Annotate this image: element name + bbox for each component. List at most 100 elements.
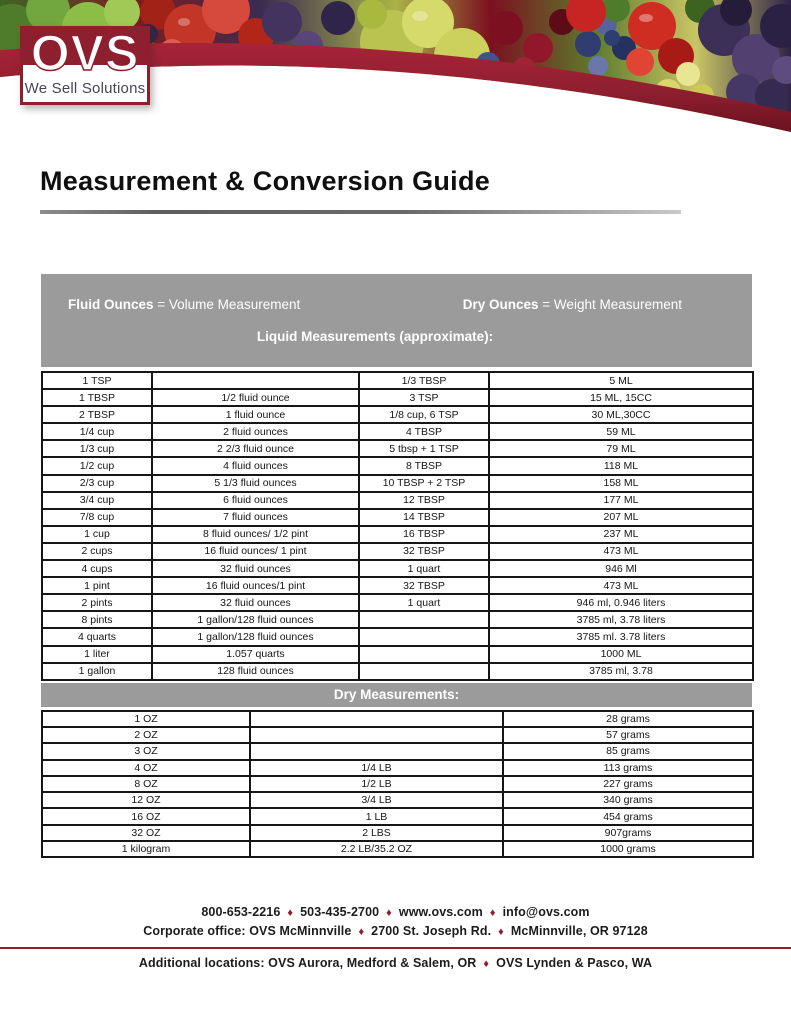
- diamond-separator-icon: ♦: [483, 958, 490, 971]
- table-cell: 32 TBSP: [358, 541, 490, 562]
- table-row: 7/8 cup 7 fluid ounces 14 TBSP 207 ML: [41, 507, 754, 527]
- table-cell: 2.2 LB/35.2 OZ: [249, 840, 504, 859]
- fluid-ounces-meaning: = Volume Measurement: [153, 297, 301, 312]
- table-cell: 10 TBSP + 2 TSP: [358, 473, 490, 493]
- table-cell: 2 TBSP: [41, 405, 153, 425]
- table-row: 3/4 cup 6 fluid ounces 12 TBSP 177 ML: [41, 490, 754, 510]
- table-cell: 1 cup: [41, 524, 153, 544]
- table-cell: 30 ML,30CC: [488, 405, 754, 425]
- table-row: 1 gallon 128 fluid ounces 3785 ml, 3.78: [41, 661, 754, 681]
- table-row: 16 OZ 1 LB 454 grams: [41, 807, 754, 826]
- table-cell: 1 TSP: [41, 370, 153, 391]
- table-row: 1 OZ 28 grams: [41, 709, 754, 729]
- footer-divider: [0, 947, 791, 950]
- table-cell: 1 pint: [41, 576, 153, 596]
- ovs-logo-tagline: We Sell Solutions: [24, 80, 146, 97]
- table-cell: 1 gallon/128 fluid ounces: [151, 610, 360, 630]
- table-cell: 1/2 fluid ounce: [151, 388, 360, 408]
- footer-contact-line: 800-653-2216 ♦ 503-435-2700 ♦ www.ovs.com ♦ in…: [0, 905, 791, 919]
- table-cell: 8 OZ: [41, 774, 251, 794]
- table-cell: 4 quarts: [41, 627, 153, 647]
- table-cell: 158 ML: [488, 473, 754, 493]
- table-cell: 1000 ML: [488, 644, 754, 664]
- table-cell: 85 grams: [502, 742, 754, 761]
- table-row: 2 TBSP 1 fluid ounce 1/8 cup, 6 TSP 30 ML,3…: [41, 405, 754, 425]
- diamond-separator-icon: ♦: [386, 907, 392, 920]
- dry-measurements-table: 1 OZ 28 grams 2 OZ 57 grams 3 OZ 85 grams 4 OZ…: [41, 709, 754, 859]
- table-cell: 32 OZ: [41, 823, 251, 843]
- table-cell: 7 fluid ounces: [151, 507, 360, 527]
- table-cell: 2 OZ: [41, 725, 251, 745]
- table-row: 3 OZ 85 grams: [41, 742, 754, 761]
- table-cell: [249, 742, 504, 761]
- table-cell: 1 quart: [358, 559, 490, 579]
- table-cell: 4 fluid ounces: [151, 456, 360, 476]
- table-cell: 3/4 cup: [41, 490, 153, 510]
- table-cell: 3/4 LB: [249, 791, 504, 810]
- table-cell: 1 OZ: [41, 709, 251, 729]
- liquid-measurements-table: 1 TSP 1/3 TBSP 5 ML 1 TBSP 1/2 fluid ounce 3 …: [41, 370, 754, 681]
- footer-city-state-zip: McMinnville, OR 97128: [510, 924, 648, 939]
- table-cell: [249, 709, 504, 729]
- table-cell: 3785 ml, 3.78 liters: [488, 610, 754, 630]
- table-row: 1 TSP 1/3 TBSP 5 ML: [41, 370, 754, 391]
- table-cell: 4 OZ: [41, 758, 251, 777]
- table-cell: 2/3 cup: [41, 473, 153, 493]
- table-row: 1/2 cup 4 fluid ounces 8 TBSP 118 ML: [41, 456, 754, 476]
- table-cell: 1 gallon: [41, 661, 153, 681]
- diamond-separator-icon: ♦: [489, 907, 496, 920]
- table-cell: 8 TBSP: [358, 456, 490, 476]
- table-cell: 7/8 cup: [41, 507, 153, 527]
- dry-ounces-meaning: = Weight Measurement: [538, 297, 682, 312]
- table-cell: 1 quart: [358, 593, 490, 613]
- table-cell: 4 TBSP: [358, 422, 490, 442]
- table-row: 1 cup 8 fluid ounces/ 1/2 pint 16 TBSP 237 …: [41, 524, 754, 544]
- table-cell: 1 gallon/128 fluid ounces: [151, 627, 360, 647]
- table-cell: 6 fluid ounces: [151, 490, 360, 510]
- table-cell: 177 ML: [488, 490, 754, 510]
- diamond-separator-icon: ♦: [287, 907, 294, 920]
- table-row: 1 liter 1.057 quarts 1000 ML: [41, 644, 754, 664]
- table-cell: 2 pints: [41, 593, 153, 613]
- table-cell: 16 fluid ounces/1 pint: [151, 576, 360, 596]
- table-cell: 1/3 TBSP: [358, 370, 490, 391]
- table-row: 8 OZ 1/2 LB 227 grams: [41, 774, 754, 794]
- table-cell: 1 LB: [249, 807, 504, 826]
- footer-additional-locations-wa: OVS Lynden & Pasco, WA: [496, 956, 653, 971]
- table-row: 4 quarts 1 gallon/128 fluid ounces 3785 ml…: [41, 627, 754, 647]
- table-cell: 3785 ml. 3.78 liters: [488, 627, 754, 647]
- table-cell: 946 ml, 0.946 liters: [488, 593, 754, 613]
- table-cell: 59 ML: [488, 422, 754, 442]
- table-cell: 28 grams: [502, 709, 754, 729]
- table-cell: 118 ML: [488, 456, 754, 476]
- table-cell: 1 kilogram: [41, 840, 251, 859]
- table-cell: 16 TBSP: [358, 524, 490, 544]
- table-cell: 5 ML: [488, 370, 754, 391]
- footer-locations-line: Additional locations: OVS Aurora, Medfor…: [0, 956, 791, 970]
- table-row: 1 kilogram 2.2 LB/35.2 OZ 1000 grams: [41, 840, 754, 859]
- footer-additional-locations-or: Additional locations: OVS Aurora, Medfor…: [138, 956, 477, 971]
- document-body: Measurement & Conversion Guide Fluid Oun…: [0, 166, 791, 859]
- table-cell: 227 grams: [502, 774, 754, 794]
- table-cell: 2 2/3 fluid ounce: [151, 439, 360, 459]
- table-cell: 16 OZ: [41, 807, 251, 826]
- table-cell: 3 TSP: [358, 388, 490, 408]
- table-cell: 1/2 LB: [249, 774, 504, 794]
- liquid-measurements-header: Liquid Measurements (approximate):: [256, 329, 494, 344]
- footer-corporate-line: Corporate office: OVS McMinnville ♦ 2700 S…: [0, 924, 791, 938]
- table-cell: 12 OZ: [41, 791, 251, 810]
- table-cell: 79 ML: [488, 439, 754, 459]
- table-row: 4 OZ 1/4 LB 113 grams: [41, 758, 754, 777]
- footer-street-address: 2700 St. Joseph Rd.: [371, 924, 492, 939]
- table-row: 8 pints 1 gallon/128 fluid ounces 3785 ml,…: [41, 610, 754, 630]
- table-cell: 2 fluid ounces: [151, 422, 360, 442]
- table-cell: 8 pints: [41, 610, 153, 630]
- table-cell: 32 fluid ounces: [151, 559, 360, 579]
- footer-email: info@ovs.com: [502, 905, 590, 920]
- ovs-logo-text: OVS: [30, 25, 140, 81]
- table-cell: 15 ML, 15CC: [488, 388, 754, 408]
- table-cell: 8 fluid ounces/ 1/2 pint: [151, 524, 360, 544]
- table-cell: 3 OZ: [41, 742, 251, 761]
- table-row: 2/3 cup 5 1/3 fluid ounces 10 TBSP + 2 TSP…: [41, 473, 754, 493]
- legend-row: Fluid Ounces = Volume Measurement Dry Ou…: [68, 297, 682, 312]
